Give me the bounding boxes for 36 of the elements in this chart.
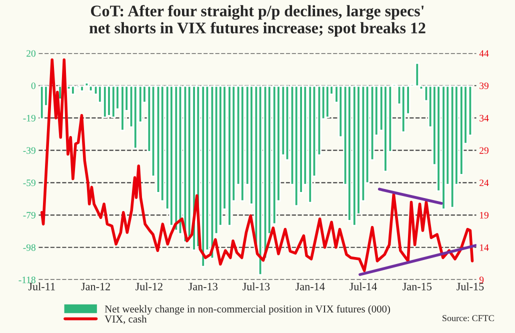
bar [88, 85, 94, 92]
x-tick-label: Jul-11 [28, 282, 55, 290]
y2-tick-label: 9 [479, 276, 484, 284]
y2-tick-label: 29 [480, 147, 488, 154]
bar [240, 85, 245, 202]
line-series [40, 58, 474, 272]
x-tick-label: Jan-14 [296, 282, 325, 290]
x-tick-label: Jul-15 [456, 282, 484, 290]
x-tick-label: Jan-12 [81, 282, 110, 290]
y-tick-label: -19 [23, 114, 36, 122]
x-tick-label: Jan-15 [402, 282, 432, 290]
x-tick-label: Jan-13 [188, 282, 218, 290]
y-tick-label: 0 [31, 82, 36, 90]
y-tick-label: -98 [23, 244, 36, 251]
source-note: Source: CFTC [442, 315, 494, 322]
bar [106, 85, 112, 116]
x-tick-label: Jul-14 [350, 282, 377, 290]
legend-label: VIX, cash [104, 315, 147, 324]
legend-label: Net weekly change in non-commercial position in VIX futures (000) [104, 305, 390, 315]
y2-tick-label: 19 [480, 212, 488, 218]
bar [40, 85, 44, 120]
x-tick-label: Jul-12 [136, 282, 162, 290]
y-tick-label: -39 [23, 147, 36, 154]
y-tick-label: -118 [18, 276, 36, 284]
chart-title: CoT: After four straight p/p declines, large specs' net shorts in VIX futures increase; spot breaks 12 [89, 4, 426, 37]
bar [70, 85, 76, 95]
y2-tick-label: 24 [480, 180, 489, 186]
y-tick-label: -59 [23, 180, 36, 186]
y-tick-label: 20 [26, 50, 36, 57]
x-tick-label: Jul-13 [242, 282, 270, 290]
y2-tick-label: 14 [480, 244, 489, 251]
y2-tick-label: 39 [480, 82, 488, 90]
bar [325, 85, 330, 118]
y-tick-label: -79 [23, 212, 36, 218]
y2-tick-label: 34 [480, 114, 489, 122]
y2-tick-label: 44 [479, 50, 489, 57]
